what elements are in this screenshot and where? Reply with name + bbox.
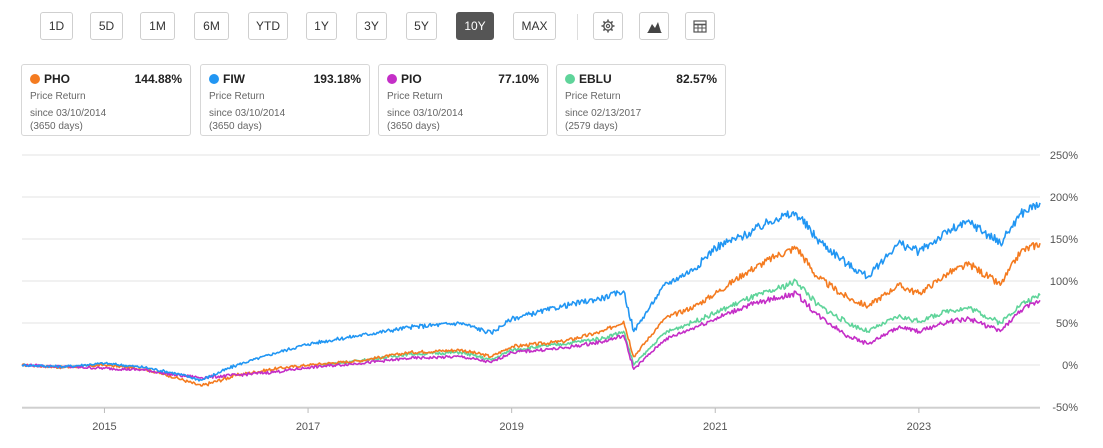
x-tick-label: 2019 [499,421,523,433]
range-button-max[interactable]: MAX [513,12,556,40]
legend-card-pho[interactable]: PHO 144.88% Price Return since 03/10/2014 (3… [21,64,191,136]
y-tick-label: 0% [1062,360,1078,372]
card-metric-label: Price Return [565,91,621,102]
card-ticker: FIW [209,72,245,86]
card-since: since 02/13/2017 [565,108,642,119]
card-metric-label: Price Return [209,91,265,102]
range-button-1y[interactable]: 1Y [306,12,337,40]
card-ticker: PIO [387,72,422,86]
x-tick-label: 2023 [907,421,931,433]
ticker-label: PHO [44,72,71,86]
card-since: since 03/10/2014 [209,108,286,119]
card-ticker: PHO [30,72,70,86]
card-return: 144.88% [134,72,182,86]
y-tick-label: 150% [1050,234,1078,246]
series-color-dot [209,74,219,84]
y-tick-label: 100% [1050,276,1078,288]
x-tick-label: 2017 [296,421,320,433]
range-button-3y[interactable]: 3Y [356,12,387,40]
series-line-fiw [21,201,1041,382]
legend-card-fiw[interactable]: FIW 193.18% Price Return since 03/10/2014 (3… [200,64,370,136]
table-button[interactable] [685,12,715,40]
legend-card-eblu[interactable]: EBLU 82.57% Price Return since 02/13/2017 (2… [556,64,726,136]
gear-button[interactable] [593,12,623,40]
range-button-1d[interactable]: 1D [40,12,73,40]
range-button-1m[interactable]: 1M [140,12,175,40]
card-metric-label: Price Return [30,91,86,102]
series-color-dot [30,74,40,84]
y-tick-label: 200% [1050,192,1078,204]
series-color-dot [565,74,575,84]
y-tick-label: 50% [1056,318,1078,330]
series-line-eblu [320,278,1041,367]
series-line-pio [21,290,1041,380]
range-button-ytd[interactable]: YTD [248,12,288,40]
card-return: 193.18% [313,72,361,86]
card-return: 82.57% [676,72,717,86]
x-tick-label: 2015 [92,421,116,433]
card-days: (3650 days) [30,121,83,132]
card-days: (3650 days) [209,121,262,132]
series-line-pho [21,242,1041,387]
series-color-dot [387,74,397,84]
range-button-6m[interactable]: 6M [194,12,229,40]
card-ticker: EBLU [565,72,612,86]
range-button-10y[interactable]: 10Y [456,12,494,40]
table-icon [693,19,707,33]
ticker-label: PIO [401,72,422,86]
gear-icon [601,19,615,33]
card-metric-label: Price Return [387,91,443,102]
mountain-chart-icon [647,20,662,33]
card-return: 77.10% [498,72,539,86]
card-days: (2579 days) [565,121,618,132]
ticker-label: FIW [223,72,245,86]
y-tick-label: -50% [1052,402,1078,414]
price-return-chart: 250% 200% 150% 100% 50% 0% -50% 2015 2017 2019 202… [21,150,1078,433]
card-days: (3650 days) [387,121,440,132]
range-button-5y[interactable]: 5Y [406,12,437,40]
ticker-label: EBLU [579,72,612,86]
y-tick-label: 250% [1050,150,1078,162]
legend-card-pio[interactable]: PIO 77.10% Price Return since 03/10/2014 (36… [378,64,548,136]
range-button-5d[interactable]: 5D [90,12,123,40]
x-tick-label: 2021 [703,421,727,433]
toolbar-separator [577,14,578,40]
mountain-chart-button[interactable] [639,12,669,40]
card-since: since 03/10/2014 [30,108,107,119]
card-since: since 03/10/2014 [387,108,464,119]
